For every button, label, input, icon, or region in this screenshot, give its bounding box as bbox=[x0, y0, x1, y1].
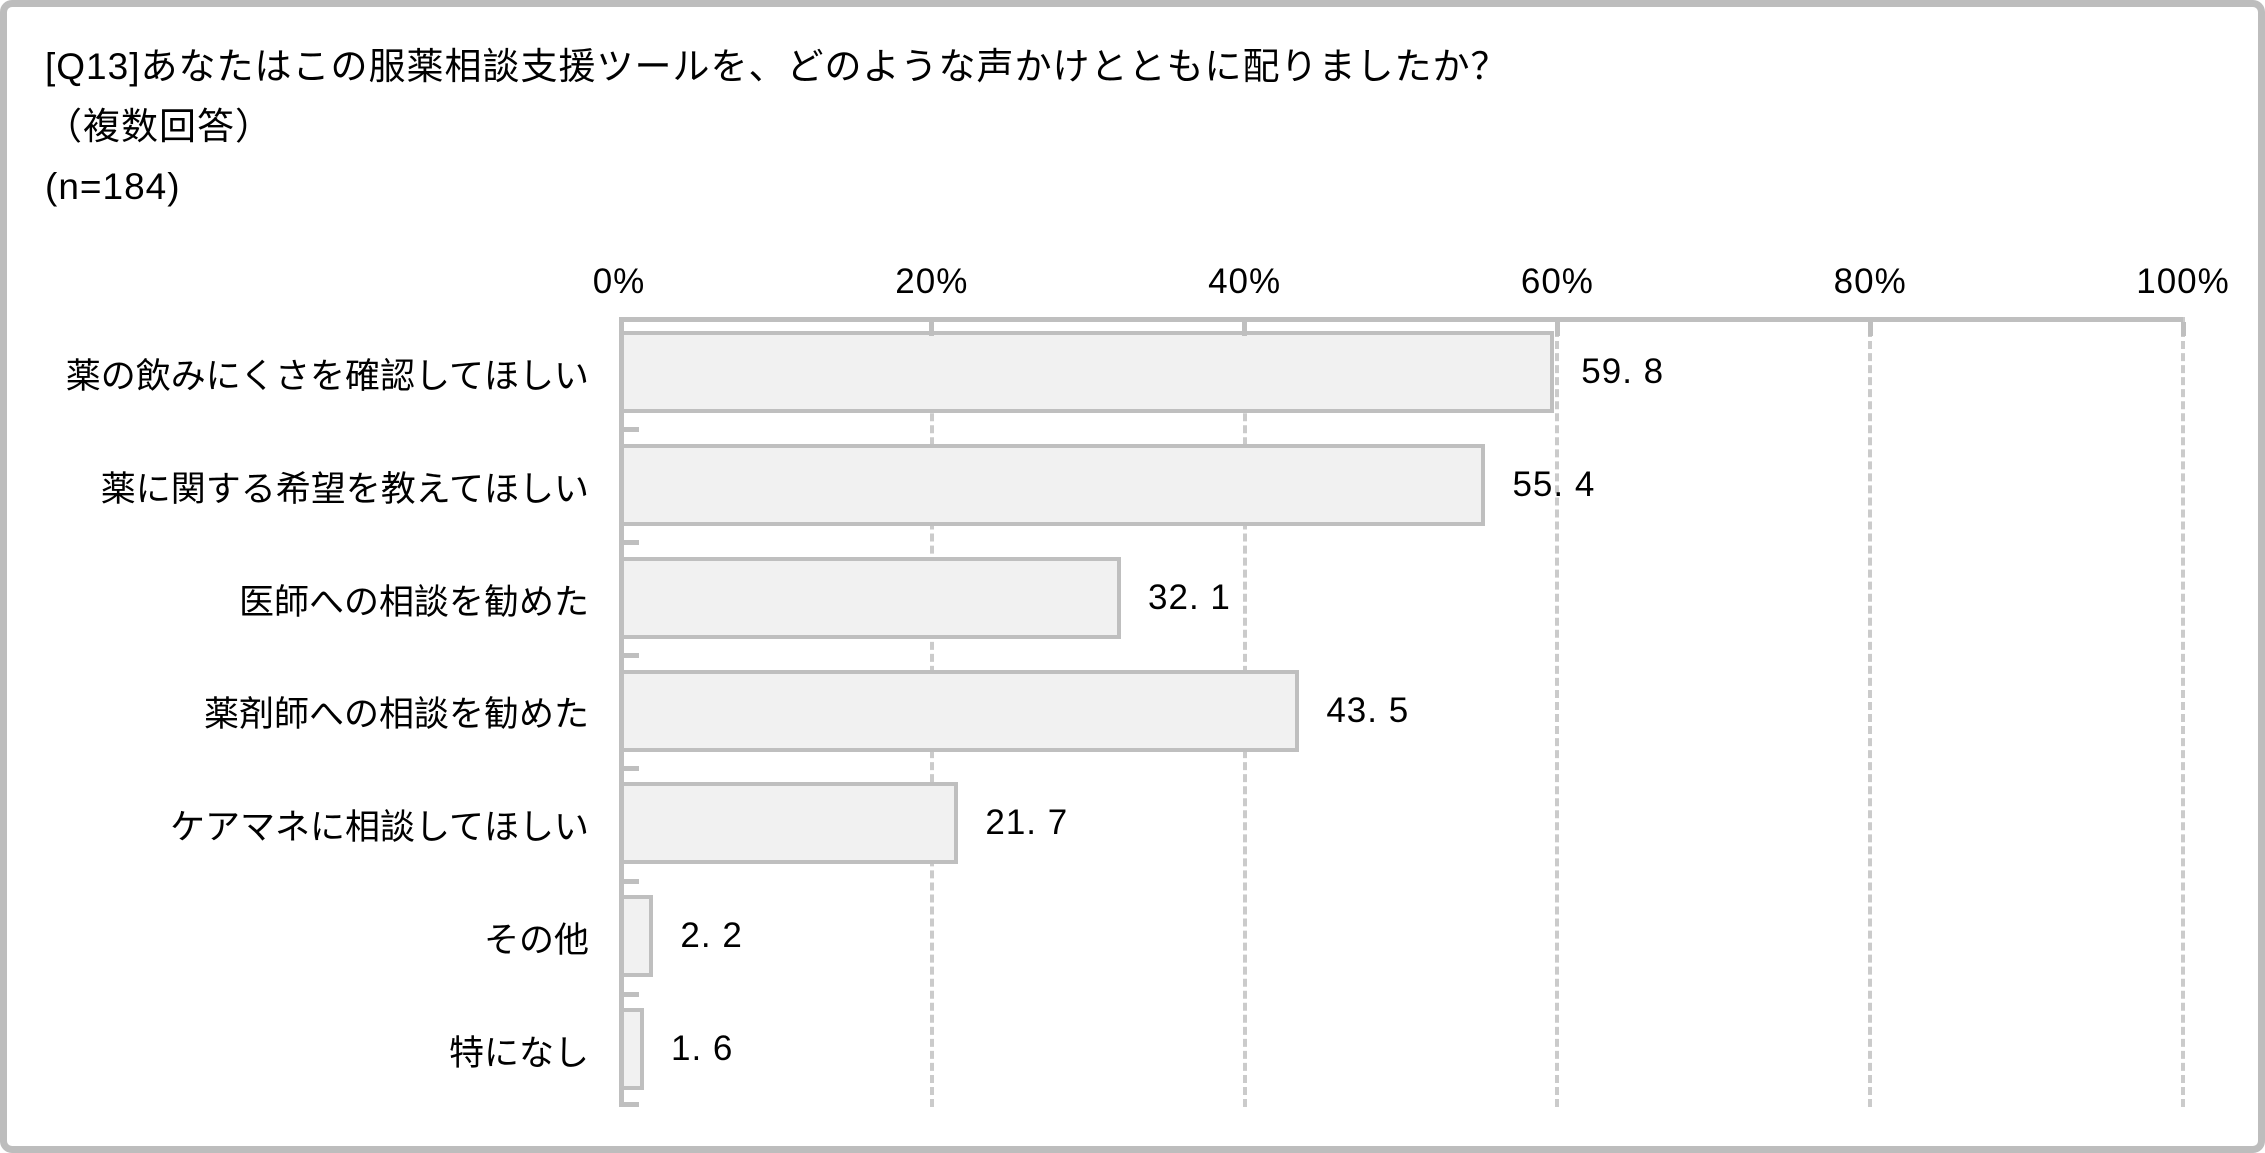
x-axis-tick-label: 0% bbox=[592, 262, 646, 301]
value-label: 43. 5 bbox=[1326, 690, 1410, 730]
gridline bbox=[1868, 317, 1873, 1107]
x-axis-tick bbox=[1554, 322, 1560, 336]
x-axis-tick-label: 60% bbox=[1520, 262, 1594, 301]
x-axis-tick bbox=[2180, 322, 2186, 336]
x-axis-tick bbox=[929, 322, 935, 336]
x-axis-tick-label: 40% bbox=[1208, 262, 1282, 301]
y-axis-tick bbox=[624, 540, 639, 546]
title-block: [Q13]あなたはこの服薬相談支援ツールを、どのような声かけとともに配りましたか… bbox=[45, 37, 1509, 217]
x-axis-tick-label: 80% bbox=[1833, 262, 1907, 301]
y-axis-tick bbox=[624, 427, 639, 433]
x-axis-tick-label: 20% bbox=[895, 262, 969, 301]
bar bbox=[619, 556, 1122, 639]
value-label: 32. 1 bbox=[1148, 577, 1231, 617]
value-label: 55. 4 bbox=[1512, 464, 1596, 504]
bar bbox=[619, 895, 654, 978]
y-axis-tick bbox=[624, 765, 639, 771]
category-label: 特になし bbox=[448, 1034, 589, 1074]
bar bbox=[619, 443, 1486, 526]
category-label: 薬剤師への相談を勧めた bbox=[203, 695, 589, 735]
category-label: 医師への相談を勧めた bbox=[238, 582, 589, 622]
chart-title: [Q13]あなたはこの服薬相談支援ツールを、どのような声かけとともに配りましたか… bbox=[45, 46, 1509, 87]
gridline bbox=[1555, 317, 1560, 1107]
value-label: 1. 6 bbox=[671, 1029, 734, 1069]
bar bbox=[619, 669, 1300, 752]
x-axis-line bbox=[619, 317, 2183, 322]
category-label: 薬の飲みにくさを確認してほしい bbox=[65, 356, 589, 396]
y-axis-tick bbox=[624, 653, 639, 659]
bar bbox=[619, 331, 1555, 413]
x-axis-tick bbox=[1242, 322, 1248, 336]
x-axis-tick bbox=[1867, 322, 1873, 336]
value-label: 2. 2 bbox=[680, 916, 743, 956]
y-axis-tick bbox=[624, 878, 639, 884]
value-label: 21. 7 bbox=[985, 803, 1069, 843]
chart-subtitle-multiple-answer: （複数回答） bbox=[45, 106, 273, 147]
category-label: 薬に関する希望を教えてほしい bbox=[100, 469, 589, 509]
plot-area: 59. 8 55. 4 32. 1 43. 5 21. 7 2. 2 1. 6 bbox=[619, 317, 2186, 1107]
sample-size: (n=184) bbox=[45, 166, 181, 207]
category-label: その他 bbox=[483, 921, 589, 961]
category-label: ケアマネに相談してほしい bbox=[170, 808, 589, 848]
x-axis-tick-label: 100% bbox=[2136, 262, 2230, 301]
value-label: 59. 8 bbox=[1581, 352, 1665, 391]
category-labels: 薬の飲みにくさを確認してほしい薬に関する希望を教えてほしい医師への相談を勧めた薬… bbox=[7, 317, 589, 1107]
y-axis-tick bbox=[624, 1102, 639, 1107]
y-axis-tick bbox=[624, 991, 639, 997]
gridline bbox=[2181, 317, 2185, 1107]
x-axis-tick-labels: 0% 20% 40% 60% 80% 100% bbox=[7, 259, 2258, 309]
y-axis-line bbox=[619, 317, 624, 1107]
bar bbox=[619, 782, 959, 865]
